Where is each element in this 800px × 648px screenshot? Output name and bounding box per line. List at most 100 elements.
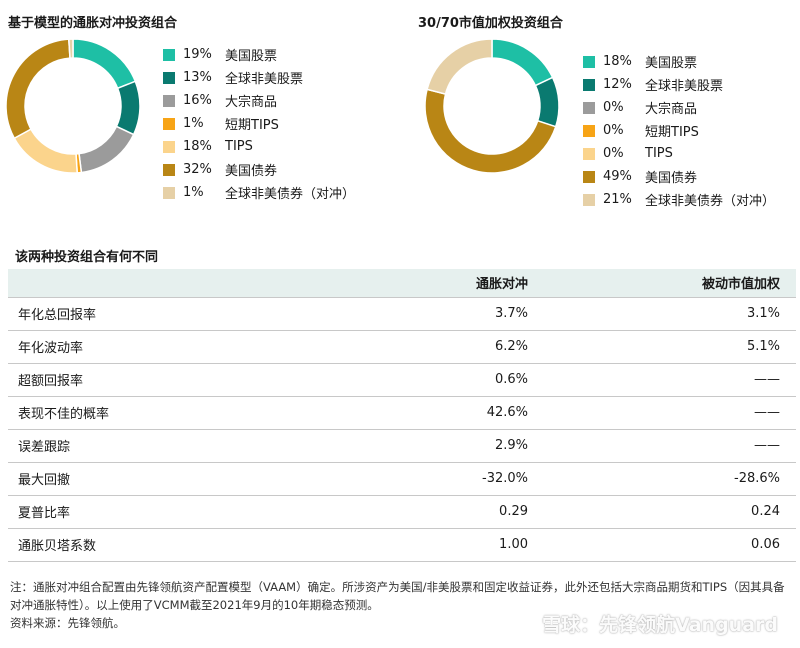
inflation-hedge-cell: 0.6%	[268, 363, 538, 397]
legend-percent: 49%	[603, 169, 632, 184]
legend-label: TIPS	[225, 139, 253, 154]
donut-slice	[72, 38, 137, 90]
header-market-cap: 被动市值加权	[701, 277, 780, 293]
market-cap-cell: ——	[538, 429, 796, 463]
legend-percent: 18%	[603, 54, 632, 69]
metric-cell: 夏普比率	[8, 495, 268, 529]
donut-slice	[5, 38, 71, 140]
legend-swatch	[163, 94, 175, 107]
legend-swatch	[163, 163, 175, 176]
legend-label: 全球非美债券（对冲）	[225, 187, 356, 202]
table-row: 超额回报率 0.6% ——	[8, 363, 796, 397]
legend-item: 32% 美国债券	[163, 158, 355, 181]
legend-label: 美国债券	[645, 171, 698, 186]
market-cap-cell: ——	[538, 396, 796, 430]
market-cap-portfolio-panel: 30/70市值加权投资组合 18% 美国股票 12% 全球非美股票 0% 大宗商品 0% 短期…	[410, 0, 800, 230]
legend-item: 21% 全球非美债券（对冲）	[583, 188, 775, 211]
legend-percent: 19%	[183, 47, 212, 62]
legend-percent: 18%	[183, 139, 212, 154]
legend-swatch	[583, 193, 595, 206]
donut-slice	[424, 88, 557, 174]
legend-item: 12% 全球非美股票	[583, 73, 775, 96]
metric-cell: 超额回报率	[8, 363, 268, 397]
legend-swatch	[583, 78, 595, 91]
legend-item: 0% TIPS	[583, 142, 775, 165]
legend-swatch	[583, 147, 595, 160]
header-inflation-hedge: 通胀对冲	[475, 277, 528, 293]
inflation-hedge-cell: -32.0%	[268, 462, 538, 496]
legend-label: 美国债券	[225, 164, 278, 179]
donut-slice	[534, 76, 560, 128]
legend-swatch	[163, 117, 175, 130]
legend-label: 全球非美股票	[645, 79, 724, 94]
inflation-hedge-portfolio-panel: 基于模型的通胀对冲投资组合 19% 美国股票 13% 全球非美股票 16% 大宗商品 1% 短…	[0, 0, 400, 230]
legend-label: 大宗商品	[645, 102, 698, 117]
legend-label: TIPS	[645, 146, 673, 161]
comparison-title: 该两种投资组合有何不同	[15, 250, 159, 265]
comparison-table: 通胀对冲 被动市值加权 年化总回报率 3.7% 3.1% 年化波动率 6.2% 5.1% 超…	[8, 269, 796, 562]
donut-slice	[78, 125, 135, 174]
legend-item: 18% TIPS	[163, 135, 355, 158]
header-metric	[8, 269, 268, 297]
donut-slice	[426, 38, 493, 95]
legend-label: 短期TIPS	[645, 125, 699, 140]
legend-percent: 13%	[183, 70, 212, 85]
metric-cell: 最大回撤	[8, 462, 268, 496]
legend-label: 短期TIPS	[225, 118, 279, 133]
market-cap-cell: 5.1%	[538, 330, 796, 364]
table-row: 年化总回报率 3.7% 3.1%	[8, 296, 796, 331]
legend-swatch	[163, 71, 175, 84]
legend-swatch	[583, 124, 595, 137]
legend-swatch	[163, 186, 175, 199]
table-header-row: 通胀对冲 被动市值加权	[8, 269, 796, 297]
legend-item: 19% 美国股票	[163, 43, 355, 66]
metric-cell: 表现不佳的概率	[8, 396, 268, 430]
metric-cell: 年化总回报率	[8, 296, 268, 331]
legend-percent: 0%	[603, 100, 624, 115]
legend-item: 0% 短期TIPS	[583, 119, 775, 142]
legend-swatch	[583, 101, 595, 114]
market-cap-cell: 0.06	[538, 528, 796, 562]
market-cap-cell: 0.24	[538, 495, 796, 529]
footnote: 注：通胀对冲组合配置由先锋领航资产配置模型（VAAM）确定。所涉资产为美国/非美…	[10, 580, 785, 612]
legend-item: 0% 大宗商品	[583, 96, 775, 119]
donut-slice	[115, 80, 141, 136]
legend-swatch	[583, 55, 595, 68]
watermark: 雪球：先锋领航Vanguard	[542, 614, 778, 636]
legend-item: 16% 大宗商品	[163, 89, 355, 112]
chart-title: 基于模型的通胀对冲投资组合	[8, 16, 178, 31]
inflation-hedge-cell: 1.00	[268, 528, 538, 562]
market-cap-cell: ——	[538, 363, 796, 397]
chart-legend: 19% 美国股票 13% 全球非美股票 16% 大宗商品 1% 短期TIPS 18% TIPS 32…	[163, 43, 355, 204]
legend-item: 49% 美国债券	[583, 165, 775, 188]
chart-legend: 18% 美国股票 12% 全球非美股票 0% 大宗商品 0% 短期TIPS 0% TIPS 49% 美…	[583, 50, 775, 211]
legend-swatch	[583, 170, 595, 183]
legend-item: 13% 全球非美股票	[163, 66, 355, 89]
legend-percent: 12%	[603, 77, 632, 92]
legend-percent: 1%	[183, 116, 204, 131]
legend-percent: 1%	[183, 185, 204, 200]
legend-percent: 32%	[183, 162, 212, 177]
chart-title: 30/70市值加权投资组合	[418, 16, 563, 31]
inflation-hedge-cell: 42.6%	[268, 396, 538, 430]
legend-label: 全球非美股票	[225, 72, 304, 87]
legend-swatch	[163, 48, 175, 61]
donut-slice	[13, 128, 79, 174]
metric-cell: 通胀贝塔系数	[8, 528, 268, 562]
legend-percent: 0%	[603, 123, 624, 138]
legend-item: 18% 美国股票	[583, 50, 775, 73]
table-row: 年化波动率 6.2% 5.1%	[8, 330, 796, 364]
metric-cell: 误差跟踪	[8, 429, 268, 463]
table-row: 误差跟踪 2.9% ——	[8, 429, 796, 463]
donut-chart	[5, 38, 141, 174]
donut-chart	[424, 38, 560, 174]
legend-swatch	[163, 140, 175, 153]
donut-slice	[67, 38, 74, 59]
market-cap-cell: 3.1%	[538, 296, 796, 331]
legend-percent: 0%	[603, 146, 624, 161]
donut-slice	[491, 38, 554, 87]
legend-label: 全球非美债券（对冲）	[645, 194, 776, 209]
legend-label: 美国股票	[645, 56, 698, 71]
legend-label: 大宗商品	[225, 95, 278, 110]
legend-item: 1% 全球非美债券（对冲）	[163, 181, 355, 204]
